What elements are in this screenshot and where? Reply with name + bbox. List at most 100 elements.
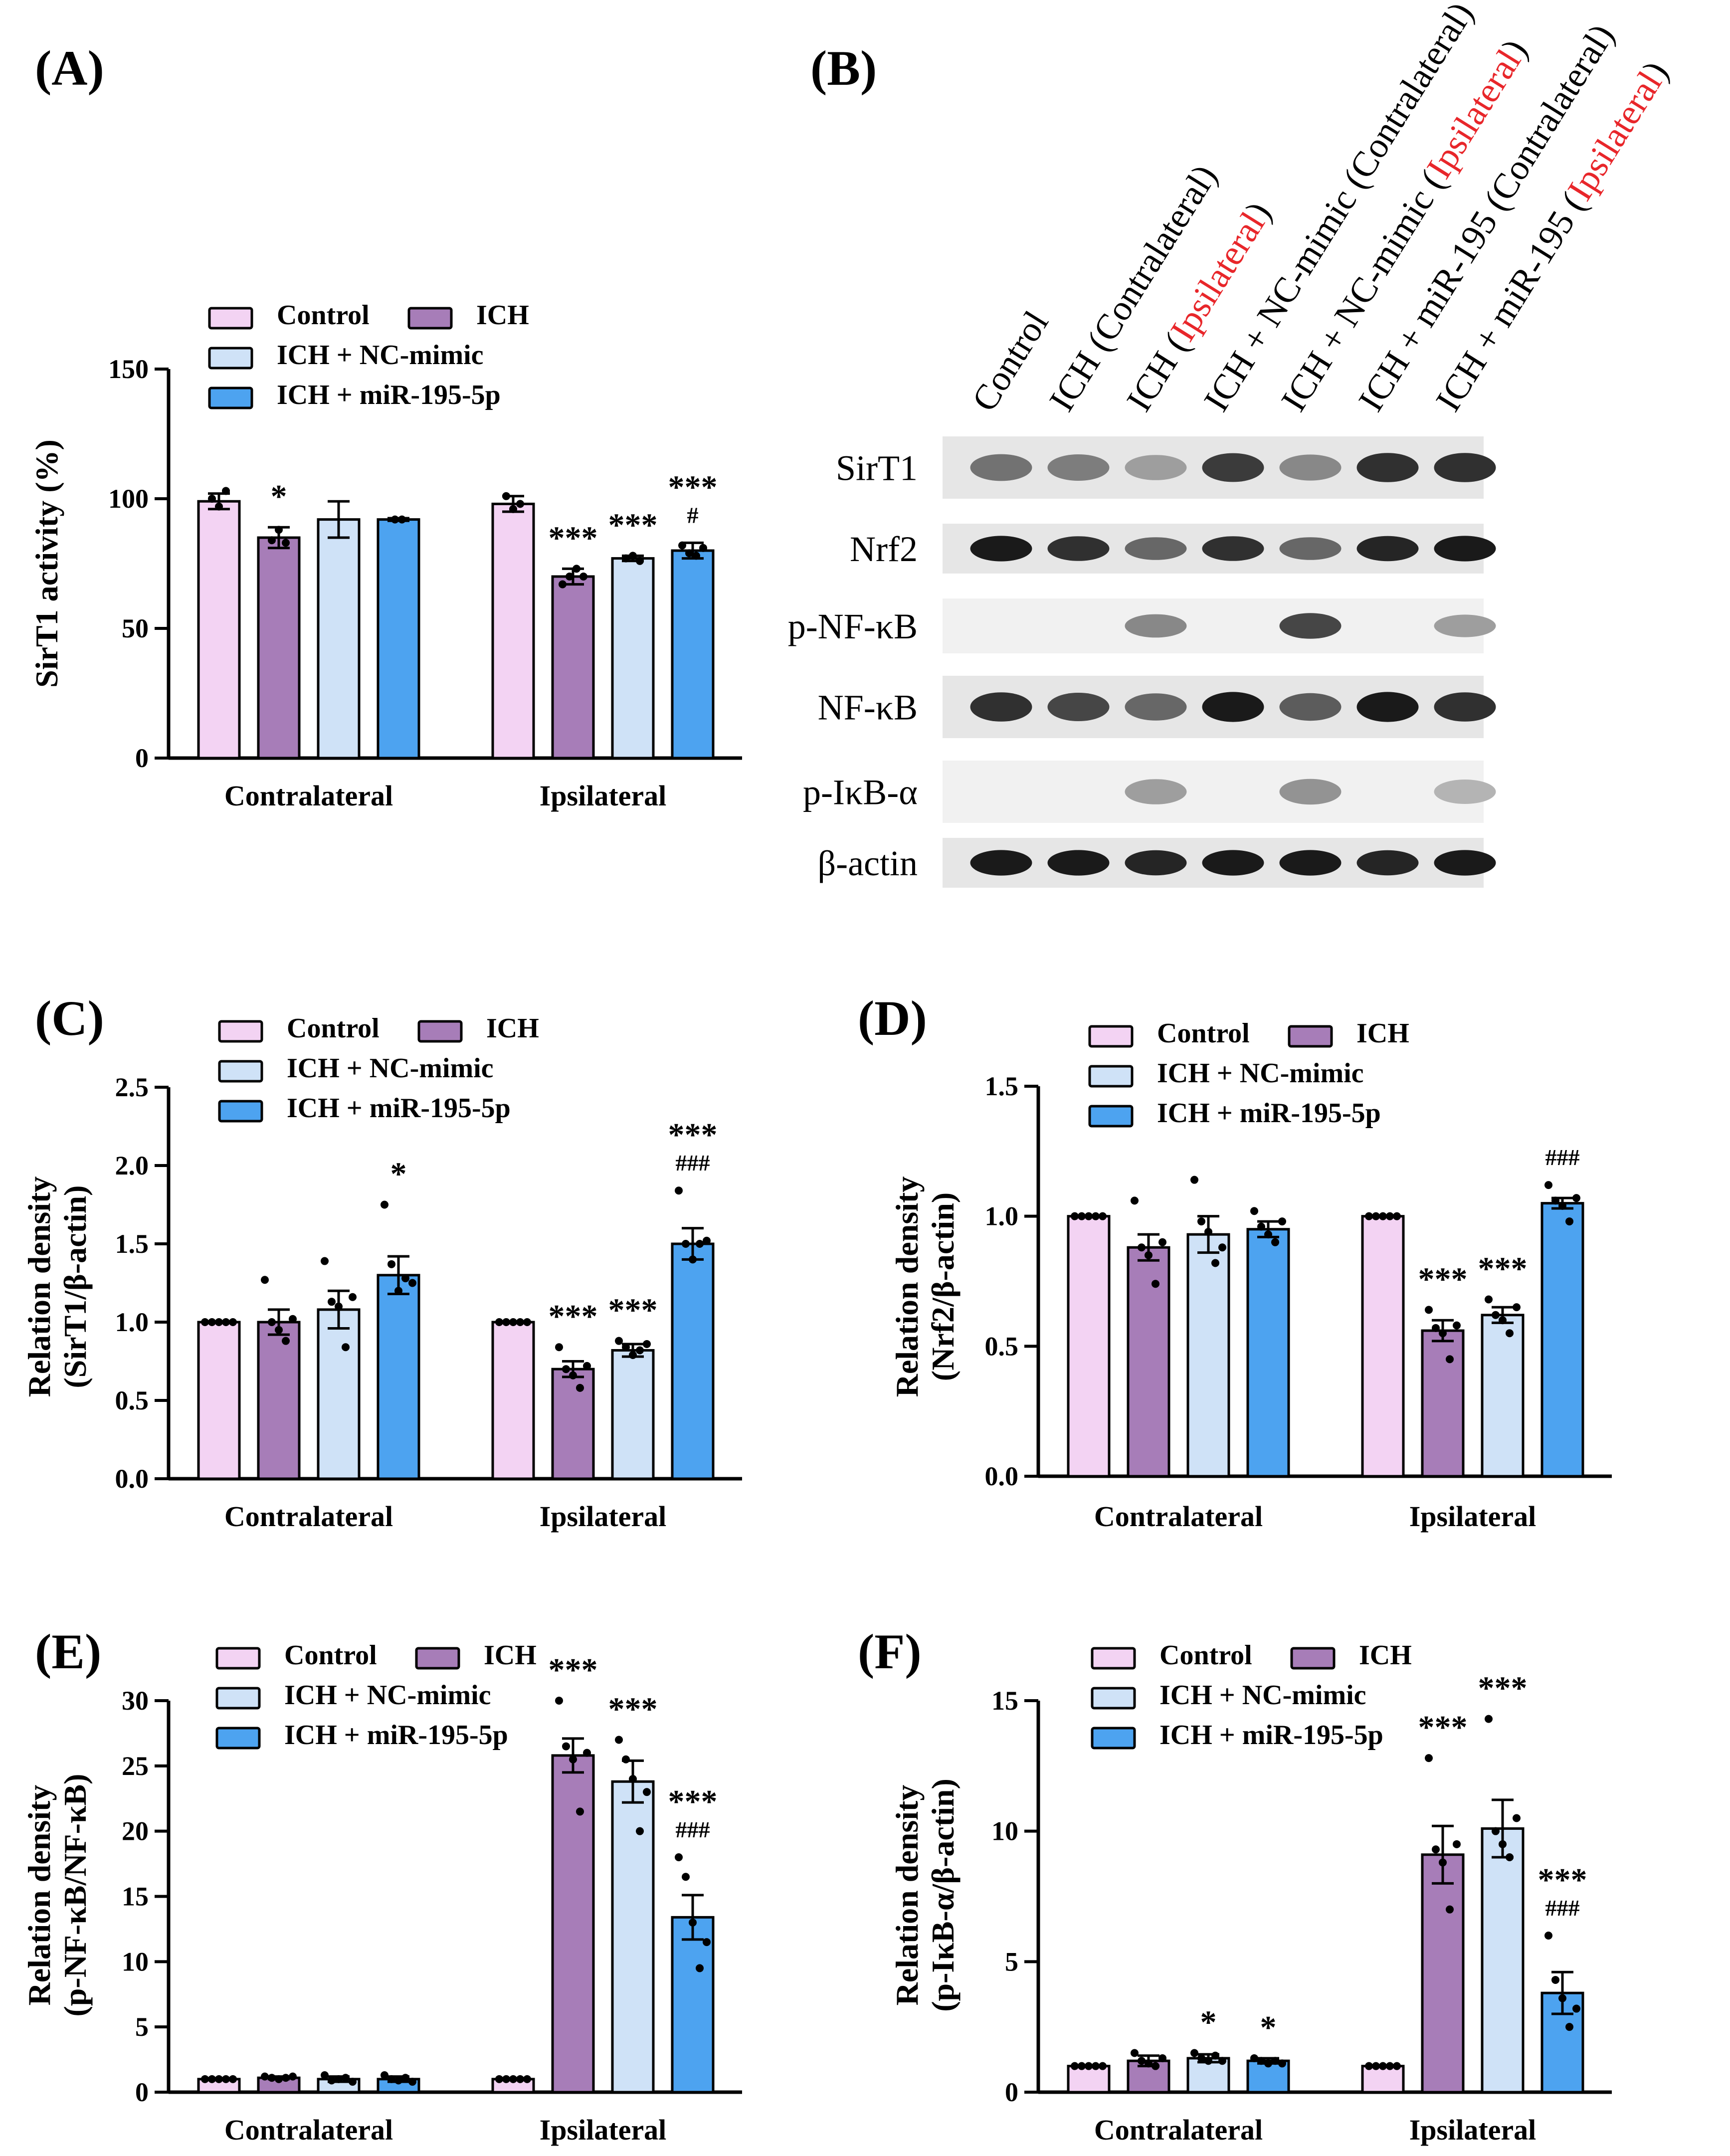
blot-band	[1047, 693, 1110, 721]
y-tick-label: 0	[1005, 2077, 1018, 2107]
group-label: Contralateral	[224, 2114, 393, 2146]
data-point	[1453, 1840, 1461, 1848]
data-point	[321, 2071, 329, 2079]
data-point	[579, 573, 587, 581]
data-point	[1425, 1754, 1433, 1763]
data-point	[349, 2078, 357, 2086]
group-label: Contralateral	[1094, 2114, 1263, 2146]
blot-row-label: p-IκB-α	[803, 773, 918, 812]
data-point	[408, 2078, 416, 2086]
y-axis-label-line: (Nrf2/β-actin)	[925, 1192, 961, 1381]
data-point	[569, 1755, 577, 1764]
data-point	[208, 495, 216, 503]
group-label: Ipsilateral	[1409, 2114, 1537, 2146]
blot-band	[1279, 613, 1342, 639]
lane-label: Control	[964, 304, 1056, 418]
blot-row-label: NF-κB	[818, 688, 918, 728]
bar	[551, 1754, 595, 2094]
legend-swatch	[215, 1687, 261, 1710]
data-point	[1131, 2049, 1139, 2057]
y-tick-label: 5	[1005, 1947, 1018, 1976]
panel-label: (F)	[858, 1624, 922, 1679]
data-point	[1492, 1311, 1500, 1319]
data-point	[562, 1365, 570, 1373]
legend-label: ICH + NC-mimic	[1159, 1680, 1366, 1711]
data-point	[566, 573, 574, 581]
legend-swatch	[1091, 1687, 1136, 1710]
y-axis-label: SirT1 activity (%)	[29, 439, 64, 688]
data-point	[495, 1318, 503, 1326]
y-tick-label: 50	[122, 613, 149, 643]
bar	[1186, 1233, 1230, 1478]
hash-annotation: ###	[676, 1150, 710, 1176]
blot-band	[1202, 536, 1264, 561]
legend-label: Control	[284, 1640, 377, 1671]
data-point	[622, 554, 630, 563]
data-point	[1558, 1994, 1566, 2002]
y-tick-label: 0	[135, 743, 149, 773]
data-point	[622, 1755, 630, 1764]
data-point	[1085, 1212, 1093, 1220]
legend-swatch	[215, 1727, 261, 1750]
legend-label: ICH + miR-195-5p	[277, 380, 501, 410]
data-point	[387, 2075, 395, 2083]
data-point	[573, 565, 580, 573]
significance-stars: ***	[549, 1298, 598, 1335]
data-point	[349, 1293, 357, 1301]
data-point	[1092, 2062, 1100, 2070]
legend-swatch	[218, 1100, 263, 1123]
data-point	[502, 492, 510, 500]
significance-stars: ***	[608, 1292, 658, 1329]
data-point	[502, 2075, 510, 2083]
y-axis-label-line: (p-NF-κB/NF-κB)	[57, 1774, 93, 2017]
blot-band	[1047, 536, 1110, 561]
data-point	[222, 2075, 230, 2083]
data-point	[699, 544, 707, 552]
data-point	[516, 1318, 524, 1326]
blot-band	[1202, 850, 1264, 876]
bar	[1421, 1853, 1465, 2094]
data-point	[1386, 2062, 1394, 2070]
data-point	[643, 1788, 651, 1796]
legend-swatch	[208, 307, 253, 330]
data-point	[509, 1318, 517, 1326]
data-point	[289, 2072, 297, 2081]
significance-stars: ***	[668, 1117, 718, 1153]
data-point	[523, 1318, 531, 1326]
blot-band	[1125, 779, 1187, 804]
data-point	[1513, 1814, 1521, 1822]
data-point	[394, 2076, 402, 2085]
bar	[611, 1349, 655, 1480]
significance-stars: ***	[549, 1652, 598, 1688]
data-point	[222, 1318, 230, 1326]
data-point	[1278, 1217, 1286, 1226]
data-point	[1211, 2051, 1219, 2060]
y-tick-label: 100	[108, 484, 149, 514]
data-point	[559, 580, 567, 588]
bar	[377, 518, 420, 760]
group-label: Contralateral	[224, 780, 393, 812]
data-point	[394, 1287, 402, 1295]
blot-band	[1279, 537, 1342, 560]
data-point	[401, 1274, 409, 1283]
panel-label: (E)	[35, 1624, 101, 1679]
data-point	[1439, 1858, 1447, 1867]
bar	[1540, 1202, 1584, 1478]
data-point	[391, 515, 399, 524]
y-axis-label-line: SirT1 activity (%)	[29, 439, 64, 688]
legend-swatch	[1088, 1025, 1134, 1048]
legend-swatch	[1088, 1065, 1134, 1088]
blot-band	[970, 536, 1032, 562]
data-point	[703, 1236, 711, 1245]
y-axis-label-line: Relation density	[889, 1176, 925, 1397]
panel-label: (D)	[858, 990, 927, 1046]
legend-label: ICH + NC-mimic	[287, 1053, 494, 1084]
data-point	[569, 1371, 577, 1379]
data-point	[1499, 1840, 1507, 1848]
data-point	[328, 2076, 336, 2085]
y-tick-label: 150	[108, 354, 149, 384]
bar	[611, 1780, 655, 2094]
blot-band	[1279, 454, 1342, 481]
blot-band	[1434, 780, 1496, 804]
